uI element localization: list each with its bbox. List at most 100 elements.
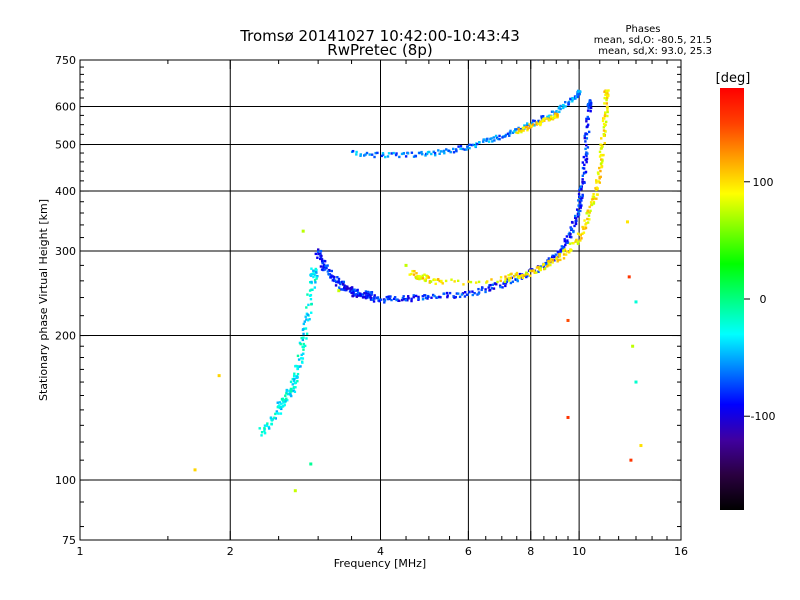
data-point — [574, 214, 577, 218]
data-point — [542, 262, 545, 266]
y-tick-label: 200 — [55, 330, 76, 343]
data-point — [513, 128, 517, 131]
data-point — [562, 106, 565, 110]
data-point — [599, 169, 602, 173]
data-point — [398, 299, 401, 302]
data-point — [496, 137, 500, 141]
data-point — [604, 111, 607, 114]
y-axis-label: Stationary phase Virtual Height [km] — [37, 199, 50, 401]
data-point — [564, 253, 568, 256]
data-point — [304, 327, 308, 330]
data-point — [424, 296, 428, 300]
data-point — [468, 143, 471, 146]
data-point — [434, 153, 437, 157]
data-point — [373, 297, 376, 300]
data-point — [386, 297, 390, 300]
data-point — [270, 423, 273, 426]
data-point — [576, 95, 580, 99]
data-point — [531, 123, 535, 126]
data-point — [443, 151, 446, 155]
data-point — [495, 283, 498, 286]
data-point — [527, 123, 530, 127]
data-point — [322, 263, 326, 266]
data-point — [442, 149, 446, 153]
data-point — [380, 154, 384, 158]
data-point — [455, 292, 459, 295]
data-point — [550, 115, 553, 118]
data-point — [598, 155, 602, 158]
data-point — [395, 298, 398, 302]
data-point — [468, 146, 471, 150]
data-point — [286, 392, 290, 396]
data-point — [586, 209, 590, 213]
data-point — [193, 468, 197, 472]
data-point — [467, 280, 470, 283]
data-point — [535, 266, 539, 269]
data-point — [546, 115, 549, 119]
data-point — [560, 247, 563, 251]
data-point — [585, 157, 589, 161]
data-point — [562, 249, 565, 252]
data-point — [511, 280, 515, 283]
data-point — [549, 117, 553, 120]
data-point — [517, 127, 520, 131]
y-tick-label: 500 — [55, 139, 76, 152]
data-point — [293, 372, 296, 375]
data-point — [545, 263, 548, 266]
data-point — [606, 110, 609, 114]
data-point — [607, 94, 610, 97]
data-point — [523, 274, 526, 277]
data-point — [373, 294, 376, 297]
data-point — [359, 293, 362, 297]
data-point — [279, 412, 283, 415]
data-point — [551, 261, 554, 264]
data-point — [518, 272, 522, 276]
data-point — [600, 158, 603, 161]
data-point — [441, 282, 444, 285]
data-point — [364, 153, 367, 156]
data-point — [302, 342, 305, 346]
data-point — [294, 364, 298, 368]
data-point — [348, 287, 351, 290]
data-point — [265, 424, 268, 427]
data-point — [508, 134, 511, 137]
data-point — [308, 281, 312, 284]
data-point — [535, 123, 539, 126]
data-point — [579, 206, 582, 209]
data-point — [290, 390, 293, 393]
data-point — [526, 122, 529, 125]
data-point — [605, 98, 608, 102]
data-point — [639, 444, 643, 448]
x-tick-label: 8 — [527, 545, 534, 558]
data-point — [588, 211, 591, 214]
data-point — [378, 299, 381, 303]
data-point — [364, 295, 367, 299]
data-point — [419, 275, 422, 279]
data-point — [526, 128, 529, 132]
data-point — [427, 295, 430, 298]
data-point — [293, 381, 297, 385]
data-point — [374, 151, 377, 155]
data-point — [586, 109, 590, 112]
data-point — [557, 107, 561, 110]
data-point — [607, 89, 610, 92]
data-point — [529, 269, 532, 272]
data-point — [539, 123, 542, 127]
data-point — [577, 192, 581, 196]
data-point — [306, 319, 310, 322]
data-point — [316, 275, 319, 278]
data-point — [329, 276, 333, 279]
data-point — [567, 101, 570, 104]
data-point — [511, 131, 515, 134]
data-point — [471, 290, 474, 293]
data-point — [575, 219, 578, 222]
data-point — [312, 269, 315, 272]
data-point — [581, 178, 584, 181]
data-point — [343, 286, 346, 289]
data-point — [537, 122, 540, 125]
data-point — [552, 117, 555, 120]
data-point — [445, 291, 449, 295]
data-point — [385, 295, 388, 299]
data-point — [290, 388, 293, 392]
